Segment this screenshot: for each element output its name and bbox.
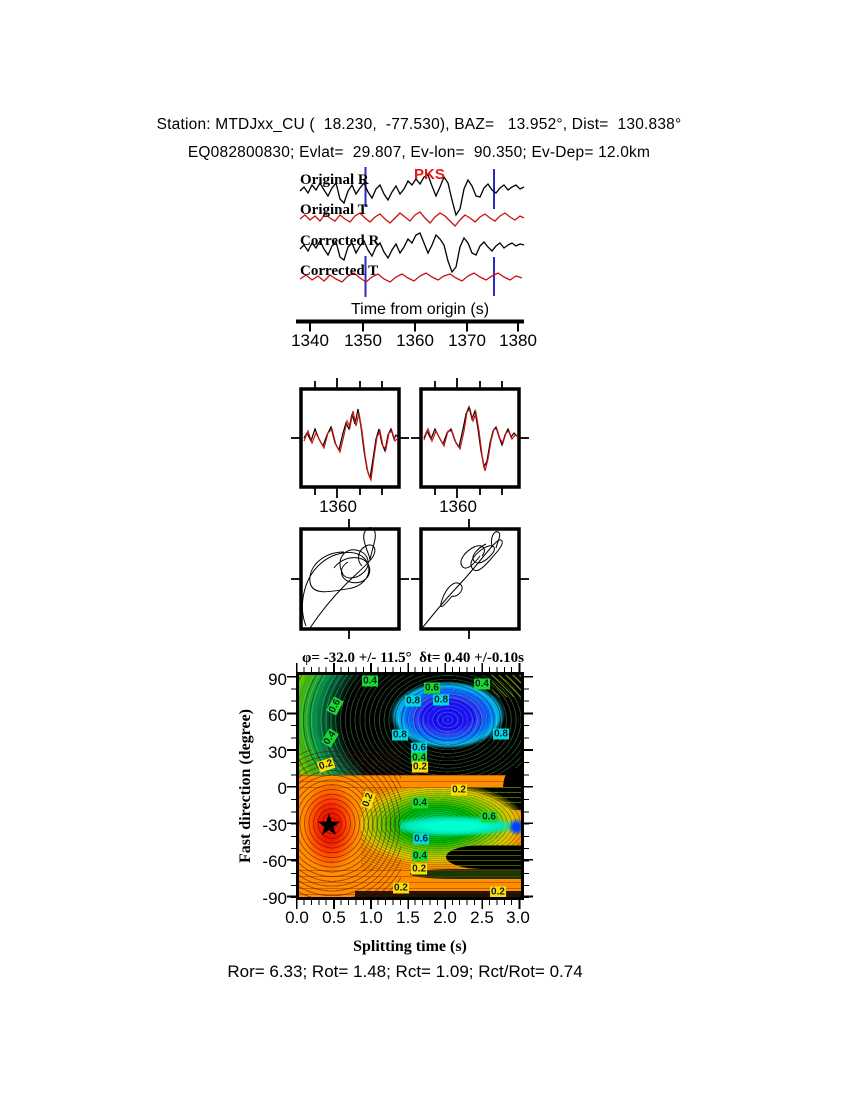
contour-ytick-label: 30	[268, 743, 287, 762]
contour-ytick-label: 90	[268, 670, 287, 689]
contour-level-label: 0.2	[489, 886, 506, 898]
trace-label-original-t: Original T	[300, 202, 368, 218]
contour-level-label: 0.8	[405, 695, 422, 707]
corrected-r-trace	[299, 232, 525, 274]
time-axis	[296, 319, 524, 332]
contour-bottomright-black-lines	[445, 844, 521, 870]
contour-blue-dot-right	[507, 818, 521, 836]
trace-label-corrected-t: Corrected T	[300, 263, 379, 279]
contour-title: φ= -32.0 +/- 11.5° δt= 0.40 +/-0.10s	[302, 650, 524, 666]
fastslow-right-red	[423, 407, 519, 472]
best-solution-star: ★	[315, 808, 343, 842]
contour-level-label: 0.2	[412, 761, 428, 773]
time-tick-label: 1360	[396, 331, 434, 350]
contour-level-label: 0.6	[413, 833, 430, 845]
contour-level-label: 0.2	[392, 882, 409, 894]
particle-motion-corrected	[422, 531, 503, 628]
station-header-line: Station: MTDJxx_CU ( 18.230, -77.530), B…	[156, 116, 682, 133]
contour-level-label: 0.8	[493, 728, 509, 740]
corrected-t-trace	[299, 272, 523, 283]
analysis-window-lines	[364, 167, 495, 297]
time-axis-label: Time from origin (s)	[350, 301, 490, 318]
contour-xtick-label: 0.5	[322, 908, 346, 927]
contour-ytick-label: -60	[262, 852, 287, 871]
contour-level-label: 0.6	[481, 811, 497, 823]
contour-xtick-label: 1.0	[359, 908, 383, 927]
original-t-trace	[299, 211, 525, 227]
contour-xtick-label: 0.0	[285, 908, 309, 927]
contour-level-label: 0.4	[412, 850, 428, 862]
contour-red-rings	[299, 750, 402, 897]
contour-ytick-label: 0	[277, 779, 287, 798]
contour-level-label: 0.2	[451, 784, 467, 796]
contour-xtick-label: 1.5	[396, 908, 420, 927]
contour-left-minor-ticks	[291, 676, 296, 898]
contour-level-label: 0.4	[412, 797, 428, 809]
contour-ytick-label: -90	[262, 889, 287, 908]
comparison-boxes	[291, 378, 529, 498]
contour-level-label: 0.6	[424, 682, 440, 694]
time-tick-label: 1380	[499, 331, 537, 350]
contour-level-label: 0.4	[362, 675, 378, 687]
contour-level-label: 0.6	[411, 742, 428, 754]
original-r-trace	[299, 174, 525, 217]
contour-xtick-label: 3.0	[506, 908, 530, 927]
particle-motion-original	[301, 527, 376, 629]
time-tick-label: 1370	[448, 331, 486, 350]
contour-level-label: 0.8	[392, 729, 408, 741]
fastslow-left-red	[303, 410, 399, 483]
splitting-stats-line: Ror= 6.33; Rot= 1.48; Rct= 1.09; Rct/Rot…	[227, 962, 583, 981]
contour-topright-hatch	[492, 675, 521, 698]
event-header-line: EQ082800830; Evlat= 29.807, Ev-lon= 90.3…	[187, 144, 651, 161]
pks-phase-label: PKS	[414, 166, 445, 183]
contour-bottom-minor-ticks	[296, 900, 525, 905]
time-tick-label: 1350	[344, 331, 382, 350]
contour-ytick-label: 60	[268, 706, 287, 725]
trace-label-original-r: Original R	[300, 172, 369, 188]
contour-xtick-label: 2.0	[433, 908, 457, 927]
trace-label-corrected-r: Corrected R	[300, 233, 380, 249]
contour-level-label: 0.4	[473, 678, 490, 690]
contour-ytick-label: -30	[262, 816, 287, 835]
contour-level-label: 0.8	[433, 694, 450, 706]
time-tick-label: 1340	[291, 331, 329, 350]
contour-xlabel: Splitting time (s)	[353, 938, 467, 955]
contour-top-minor-ticks	[296, 667, 525, 672]
contour-bottom-sliver	[354, 890, 521, 897]
contour-level-label: 0.2	[411, 863, 428, 875]
contour-bottomright-black	[445, 844, 521, 870]
panel-tick-label-right: 1360	[439, 497, 477, 516]
contour-level-label: 0.4	[411, 752, 428, 764]
contour-xtick-label: 2.5	[470, 908, 494, 927]
misfit-contour-plot: ★ 0.4 0.6 0.8 0.8 0.4 0.6 0.4 0.2 0.8 0.…	[296, 672, 524, 900]
fastslow-right-black	[423, 405, 518, 469]
contour-right-minor-ticks	[524, 676, 529, 898]
particle-motion-boxes	[291, 519, 529, 639]
panel-tick-label-left: 1360	[319, 497, 357, 516]
